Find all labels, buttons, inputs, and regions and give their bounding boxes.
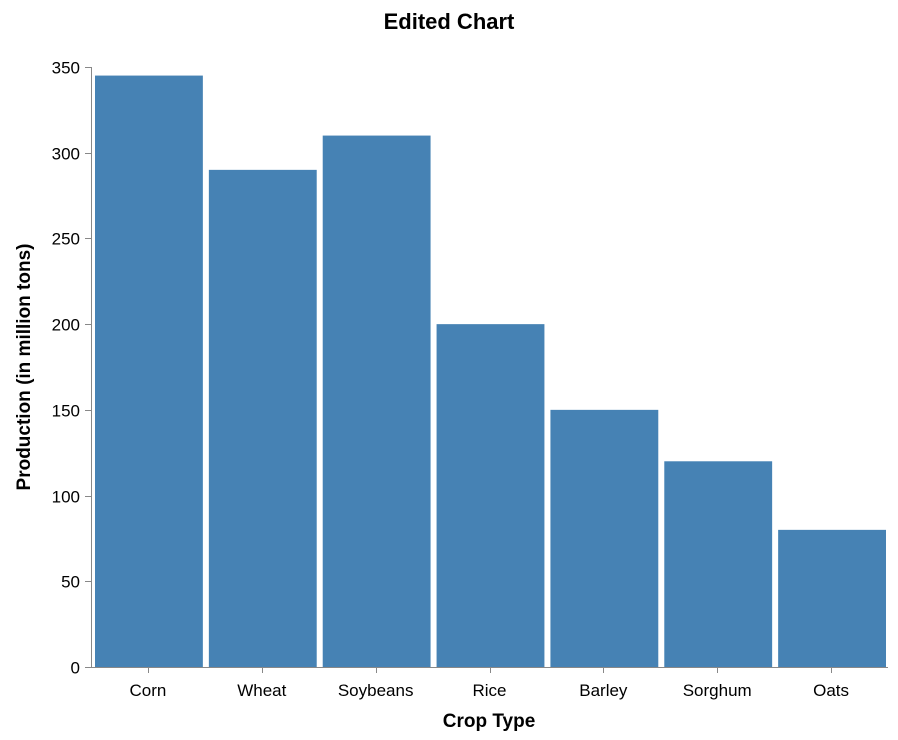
y-axis-title: Production (in million tons) [14,244,35,491]
bar-soybeans [322,135,431,668]
bars-group [95,75,886,668]
bar-sorghum [664,461,773,667]
x-axis: Corn Wheat Soybeans Rice Barley Sorghum Oats [91,667,888,700]
x-tick-label-rice: Rice [472,681,506,700]
x-tick-label-soybeans: Soybeans [338,681,414,700]
y-tick-label: 150 [52,402,80,421]
y-tick-label: 100 [52,488,80,507]
y-axis: 0 50 100 150 200 250 300 350 [52,59,92,678]
x-tick-label-wheat: Wheat [237,681,286,700]
bar-rice [436,324,545,667]
bar-oats [778,529,886,667]
x-tick-label-oats: Oats [813,681,849,700]
x-tick-label-sorghum: Sorghum [683,681,752,700]
y-tick-label: 50 [61,573,80,592]
x-tick-label-corn: Corn [129,681,166,700]
bar-wheat [208,169,317,667]
x-axis-title: Crop Type [443,711,536,732]
bar-corn [95,75,203,668]
chart-title: Edited Chart [384,9,515,34]
y-tick-label: 250 [52,230,80,249]
y-tick-label: 300 [52,145,80,164]
y-tick-label: 350 [52,59,80,78]
y-tick-label: 0 [71,659,80,678]
bar-barley [550,409,659,667]
x-tick-label-barley: Barley [579,681,628,700]
y-tick-label: 200 [52,316,80,335]
